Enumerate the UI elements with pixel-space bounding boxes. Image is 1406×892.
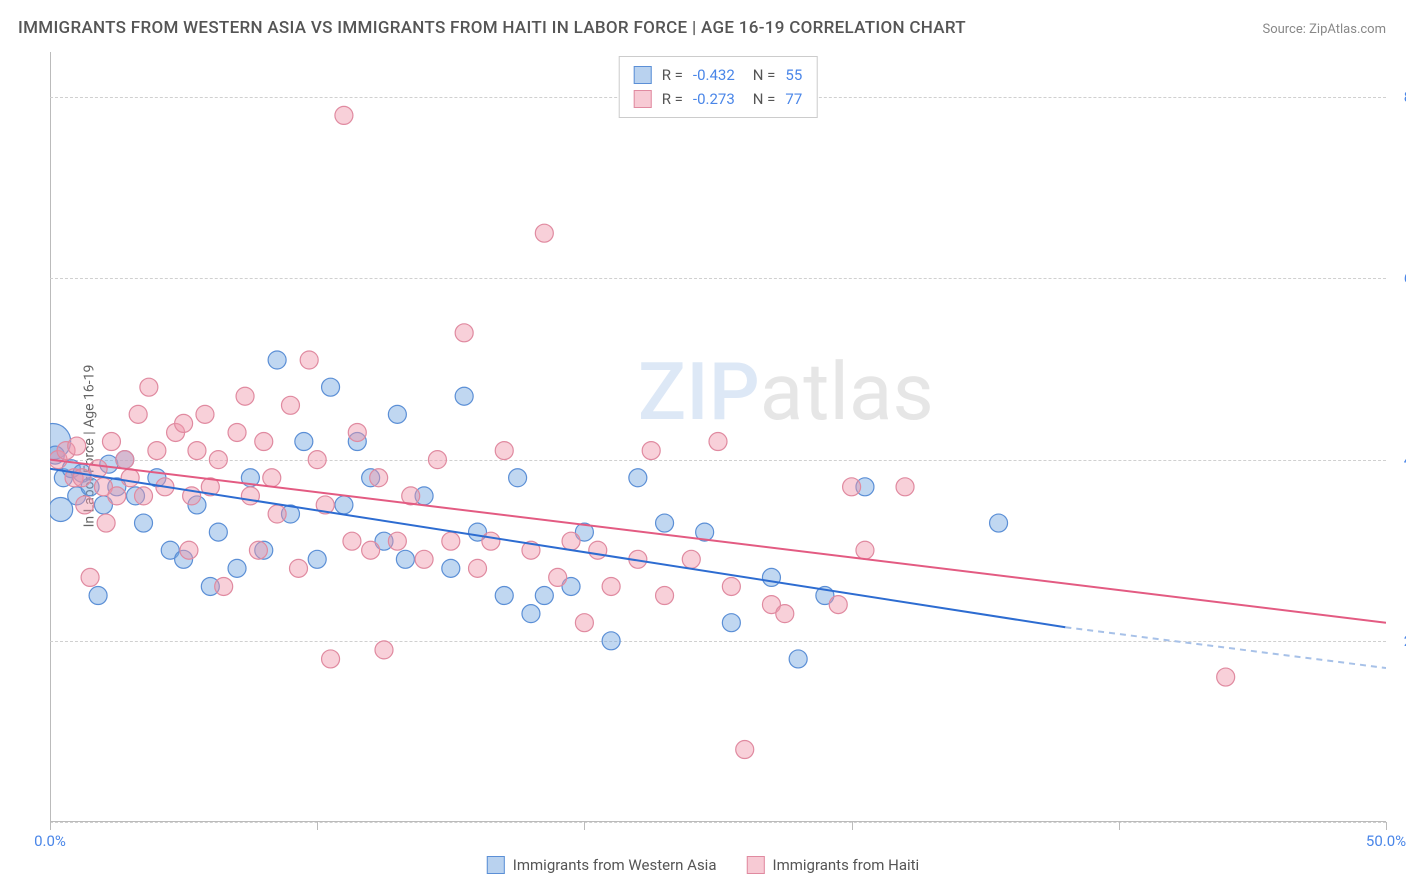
swatch-icon <box>487 856 505 874</box>
legend-item-blue: Immigrants from Western Asia <box>487 856 717 874</box>
trend-line <box>50 460 1386 623</box>
legend-row-blue: R = -0.432 N = 55 <box>634 63 803 87</box>
trend-line <box>50 469 1065 628</box>
legend-r-label: R = <box>662 63 683 87</box>
legend-item-label: Immigrants from Haiti <box>772 856 919 874</box>
x-tick-label: 50.0% <box>1366 832 1406 850</box>
swatch-icon <box>634 90 652 108</box>
chart-title: IMMIGRANTS FROM WESTERN ASIA VS IMMIGRAN… <box>18 18 966 38</box>
trend-line-extrapolated <box>1065 627 1386 668</box>
legend-r-label: R = <box>662 87 683 111</box>
series-legend: Immigrants from Western Asia Immigrants … <box>487 856 919 874</box>
x-tick-label: 0.0% <box>34 832 66 850</box>
swatch-icon <box>746 856 764 874</box>
legend-n-value: 77 <box>785 87 802 111</box>
source-label: Source: ZipAtlas.com <box>1262 22 1386 37</box>
legend-item-pink: Immigrants from Haiti <box>746 856 919 874</box>
legend-n-value: 55 <box>785 63 802 87</box>
legend-item-label: Immigrants from Western Asia <box>513 856 717 874</box>
x-tick <box>50 822 51 830</box>
legend-r-value: -0.273 <box>693 87 735 111</box>
chart-container: IMMIGRANTS FROM WESTERN ASIA VS IMMIGRAN… <box>0 0 1406 892</box>
correlation-legend: R = -0.432 N = 55 R = -0.273 N = 77 <box>619 56 818 118</box>
x-tick <box>1119 822 1120 830</box>
gridline <box>50 822 1386 823</box>
x-tick <box>317 822 318 830</box>
legend-n-label: N = <box>753 87 776 111</box>
x-tick <box>1386 822 1387 830</box>
legend-r-value: -0.432 <box>693 63 735 87</box>
trend-lines-layer <box>50 52 1386 822</box>
legend-row-pink: R = -0.273 N = 77 <box>634 87 803 111</box>
x-tick <box>852 822 853 830</box>
plot-area: ZIPatlas R = -0.432 N = 55 R = -0.273 N … <box>50 52 1386 822</box>
x-tick <box>584 822 585 830</box>
swatch-icon <box>634 66 652 84</box>
legend-n-label: N = <box>753 63 776 87</box>
